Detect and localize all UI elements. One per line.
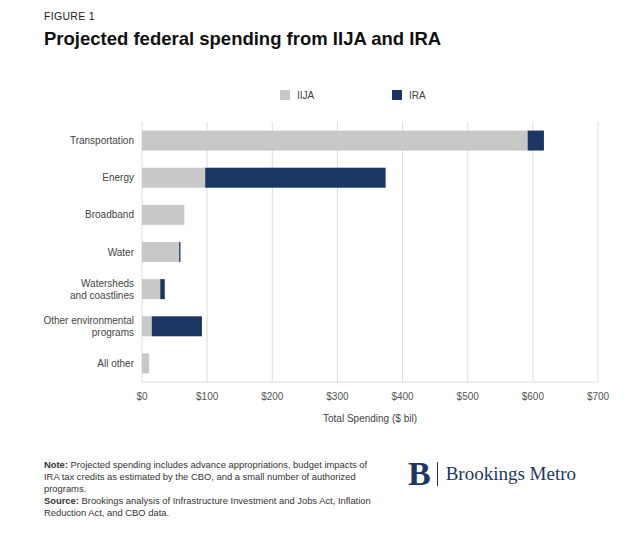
grid-line	[272, 122, 273, 382]
bar	[142, 131, 528, 151]
title: Projected federal spending from IIJA and…	[44, 28, 441, 49]
legend: IIJA IRA	[280, 90, 426, 101]
bar	[160, 279, 165, 299]
grid-line	[207, 122, 208, 382]
figure-label: FIGURE 1	[44, 10, 95, 22]
category-labels: Transportation Energy Broadband Water Waters…	[43, 135, 134, 369]
grid-line	[467, 122, 468, 382]
tick-label: $0	[136, 391, 148, 402]
tick-label: $300	[326, 391, 349, 402]
bar	[142, 316, 152, 336]
category-label: Broadband	[85, 209, 134, 220]
x-axis-label: Total Spending ($ bil)	[323, 413, 417, 424]
legend-label: IRA	[409, 90, 426, 101]
x-axis-line	[142, 382, 598, 383]
category-label: Water	[108, 247, 135, 258]
grid-line	[337, 122, 338, 382]
note-label: Source:	[44, 495, 79, 506]
category-label: Energy	[102, 172, 134, 183]
tick-label: $700	[587, 391, 610, 402]
brand-name: Brookings Metro	[446, 463, 576, 484]
note: Source: Brookings analysis of Infrastruc…	[44, 495, 374, 519]
bar	[528, 131, 544, 151]
legend-swatch	[280, 90, 290, 100]
brand-divider	[437, 462, 438, 486]
note-label: Note:	[44, 459, 68, 470]
grid-line	[598, 122, 599, 382]
category-label: Watershedsand coastlines	[70, 278, 134, 301]
grid-line	[532, 122, 533, 382]
tick-label: $400	[391, 391, 414, 402]
notes: Note: Projected spending includes advanc…	[44, 459, 374, 519]
bar	[142, 205, 184, 225]
tick-label: $100	[196, 391, 219, 402]
category-label: Transportation	[70, 135, 134, 146]
legend-label: IIJA	[297, 90, 315, 101]
bar	[152, 316, 202, 336]
bar	[179, 242, 180, 262]
bars	[142, 131, 544, 374]
note: Note: Projected spending includes advanc…	[44, 459, 374, 495]
brand: B Brookings Metro	[408, 455, 576, 493]
bar	[142, 279, 160, 299]
category-label: Other environmentalprograms	[43, 315, 134, 338]
brand-mark: B	[408, 455, 431, 492]
tick-label: $500	[457, 391, 480, 402]
bar	[205, 168, 385, 188]
grid-line	[402, 122, 403, 382]
bar	[142, 168, 205, 188]
bar	[184, 205, 185, 225]
note-text: Brookings analysis of Infrastructure Inv…	[44, 495, 371, 518]
bar	[149, 353, 150, 373]
tick-label: $600	[522, 391, 545, 402]
tick-label: $200	[261, 391, 284, 402]
bar	[142, 242, 179, 262]
note-text: Projected spending includes advance appr…	[44, 459, 367, 494]
legend-swatch	[392, 90, 402, 100]
category-label: All other	[97, 358, 134, 369]
grid: $0 $100 $200 $300 $400 $500 $600 $700	[136, 122, 609, 402]
bar	[142, 353, 149, 373]
